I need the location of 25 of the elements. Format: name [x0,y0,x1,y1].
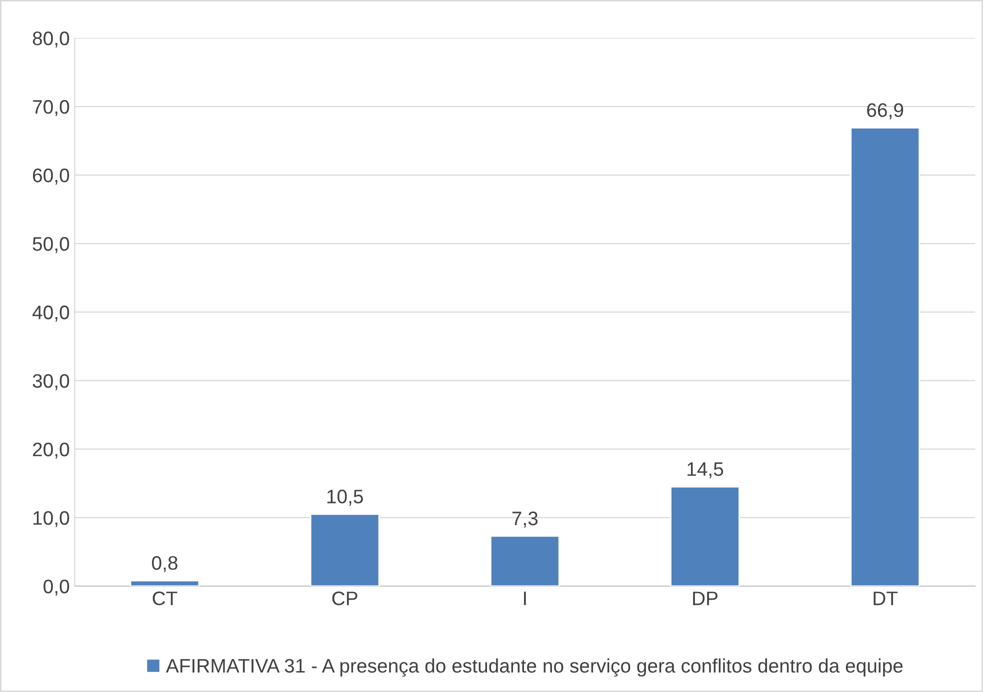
y-tick-label: 10,0 [33,511,70,528]
y-tick-label: 20,0 [32,442,70,459]
y-tick-label: 60,0 [32,168,70,185]
bar [310,513,380,586]
bar [130,580,200,586]
data-label: 7,3 [512,512,538,528]
bar [850,127,920,586]
y-tick-label: 70,0 [33,100,70,116]
x-tick-label: CP [332,592,358,606]
y-tick-label: 50,0 [32,237,70,254]
data-label: 10,5 [327,490,363,506]
y-tick-label: 80,0 [32,32,70,48]
y-tick-label: 30,0 [32,374,70,390]
x-tick-label: DT [874,592,898,606]
y-tick-label: 40,0 [32,306,70,322]
y-tick-label: 0,0 [44,580,70,596]
data-label: 66,9 [867,103,904,120]
x-tick-label: I [524,592,526,606]
bar [490,535,560,586]
x-tick-label: DP [693,592,718,606]
bar [670,486,740,586]
x-tick-label: CT [152,592,178,606]
data-label: 0,8 [152,556,178,572]
legend-label: AFIRMATIVA 31 - A presença do estudante no serviço gera conflitos dentro da equipe [166,658,903,677]
data-label: 14,5 [688,462,724,478]
